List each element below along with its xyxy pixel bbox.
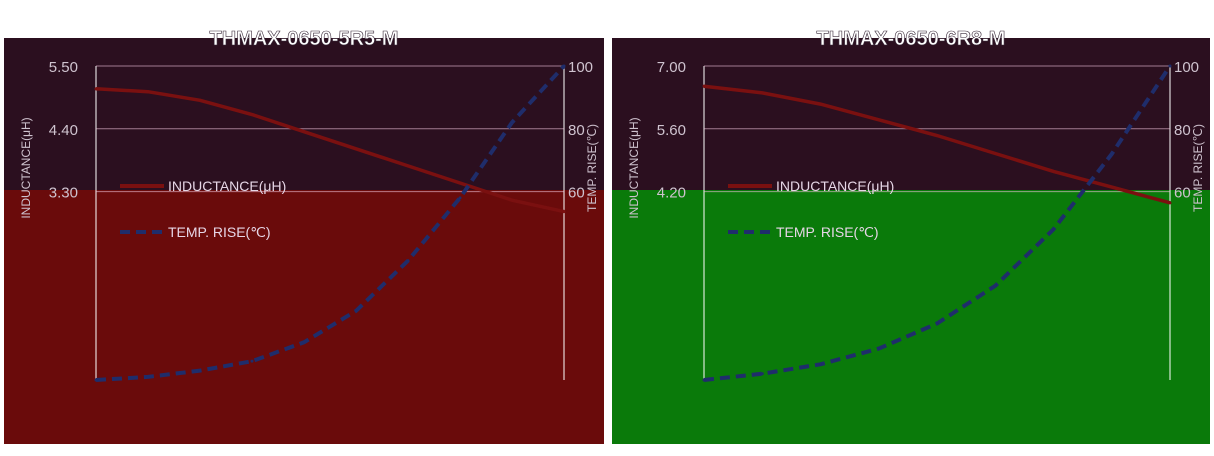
plot-area-upper bbox=[4, 38, 604, 190]
data-point bbox=[354, 147, 358, 151]
data-point bbox=[406, 164, 410, 168]
y2-axis-label: TEMP. RISE(℃) bbox=[1191, 124, 1205, 212]
data-point bbox=[458, 196, 462, 200]
data-point bbox=[993, 284, 997, 288]
legend-label: TEMP. RISE(℃) bbox=[168, 224, 271, 240]
data-point bbox=[302, 340, 306, 344]
plot-area-lower bbox=[4, 190, 604, 444]
y2-tick-label: 60 bbox=[1174, 185, 1191, 202]
data-point bbox=[1168, 201, 1172, 205]
data-point bbox=[562, 64, 566, 68]
chart-panel-right: THMAX-0650-6R8-M 7.00 5.60 4.20 100 80 60 INDUC… bbox=[608, 0, 1214, 456]
data-point bbox=[1110, 185, 1114, 189]
y-tick-label: 4.20 bbox=[657, 185, 686, 202]
series-line-inductance bbox=[95, 87, 565, 214]
title-band bbox=[4, 18, 604, 38]
data-point bbox=[935, 321, 939, 325]
data-point bbox=[250, 359, 254, 363]
y2-axis-label: TEMP. RISE(℃) bbox=[585, 124, 599, 212]
data-point bbox=[1052, 169, 1055, 173]
data-point bbox=[354, 309, 358, 313]
data-point bbox=[819, 362, 822, 366]
chart-panel-left: THMAX-0650-5R5-M 5.50 4.40 3.30 100 80 60 INDUC… bbox=[4, 18, 604, 444]
data-point bbox=[877, 347, 881, 351]
legend-label: INDUCTANCE(μH) bbox=[776, 178, 894, 194]
legend-label: TEMP. RISE(℃) bbox=[776, 224, 879, 240]
data-point bbox=[146, 90, 150, 94]
y2-tick-label: 80 bbox=[1174, 122, 1191, 139]
chart-left: THMAX-0650-5R5-M 5.50 4.40 3.30 100 80 60 INDUC… bbox=[4, 18, 604, 444]
data-point bbox=[877, 118, 881, 122]
plot-area-upper bbox=[612, 38, 1210, 190]
plot-area-lower bbox=[612, 190, 1210, 444]
data-point bbox=[94, 87, 98, 91]
y2-tick-label: 100 bbox=[1174, 59, 1199, 76]
y-axis-label: INDUCTANCE(μH) bbox=[19, 117, 33, 218]
data-point bbox=[458, 181, 462, 185]
data-point bbox=[250, 113, 254, 117]
data-point bbox=[562, 210, 566, 214]
data-point bbox=[302, 130, 306, 134]
data-point bbox=[1110, 152, 1114, 156]
data-point bbox=[146, 375, 150, 379]
chart-title: THMAX-0650-5R5-M bbox=[210, 28, 399, 50]
data-point bbox=[94, 378, 98, 382]
y-tick-label: 5.60 bbox=[657, 122, 686, 139]
title-band bbox=[612, 18, 1210, 38]
y2-tick-label: 80 bbox=[568, 122, 585, 139]
y-tick-label: 3.30 bbox=[49, 185, 78, 202]
y-tick-label: 4.40 bbox=[49, 122, 78, 139]
data-point bbox=[993, 151, 997, 155]
data-point bbox=[702, 378, 706, 382]
data-point bbox=[1052, 227, 1055, 231]
data-point bbox=[819, 102, 822, 106]
data-point bbox=[510, 121, 514, 125]
data-point bbox=[198, 369, 202, 373]
data-point bbox=[1168, 64, 1172, 68]
data-point bbox=[510, 198, 514, 202]
chart-title: THMAX-0650-6R8-M bbox=[817, 28, 1006, 50]
data-point bbox=[406, 259, 410, 263]
data-point bbox=[702, 84, 706, 88]
y2-tick-label: 100 bbox=[568, 59, 593, 76]
data-point bbox=[760, 372, 764, 376]
data-point bbox=[760, 91, 764, 95]
data-point bbox=[935, 134, 939, 138]
y-axis-label: INDUCTANCE(μH) bbox=[627, 117, 641, 218]
series-line-temp-rise bbox=[95, 64, 566, 382]
data-point bbox=[198, 98, 202, 102]
y-tick-label: 5.50 bbox=[49, 59, 78, 76]
y-tick-label: 7.00 bbox=[657, 59, 686, 76]
chart-right: THMAX-0650-6R8-M 7.00 5.60 4.20 100 80 60 INDUC… bbox=[608, 0, 1214, 456]
legend-label: INDUCTANCE(μH) bbox=[168, 178, 286, 194]
y2-tick-label: 60 bbox=[568, 185, 585, 202]
